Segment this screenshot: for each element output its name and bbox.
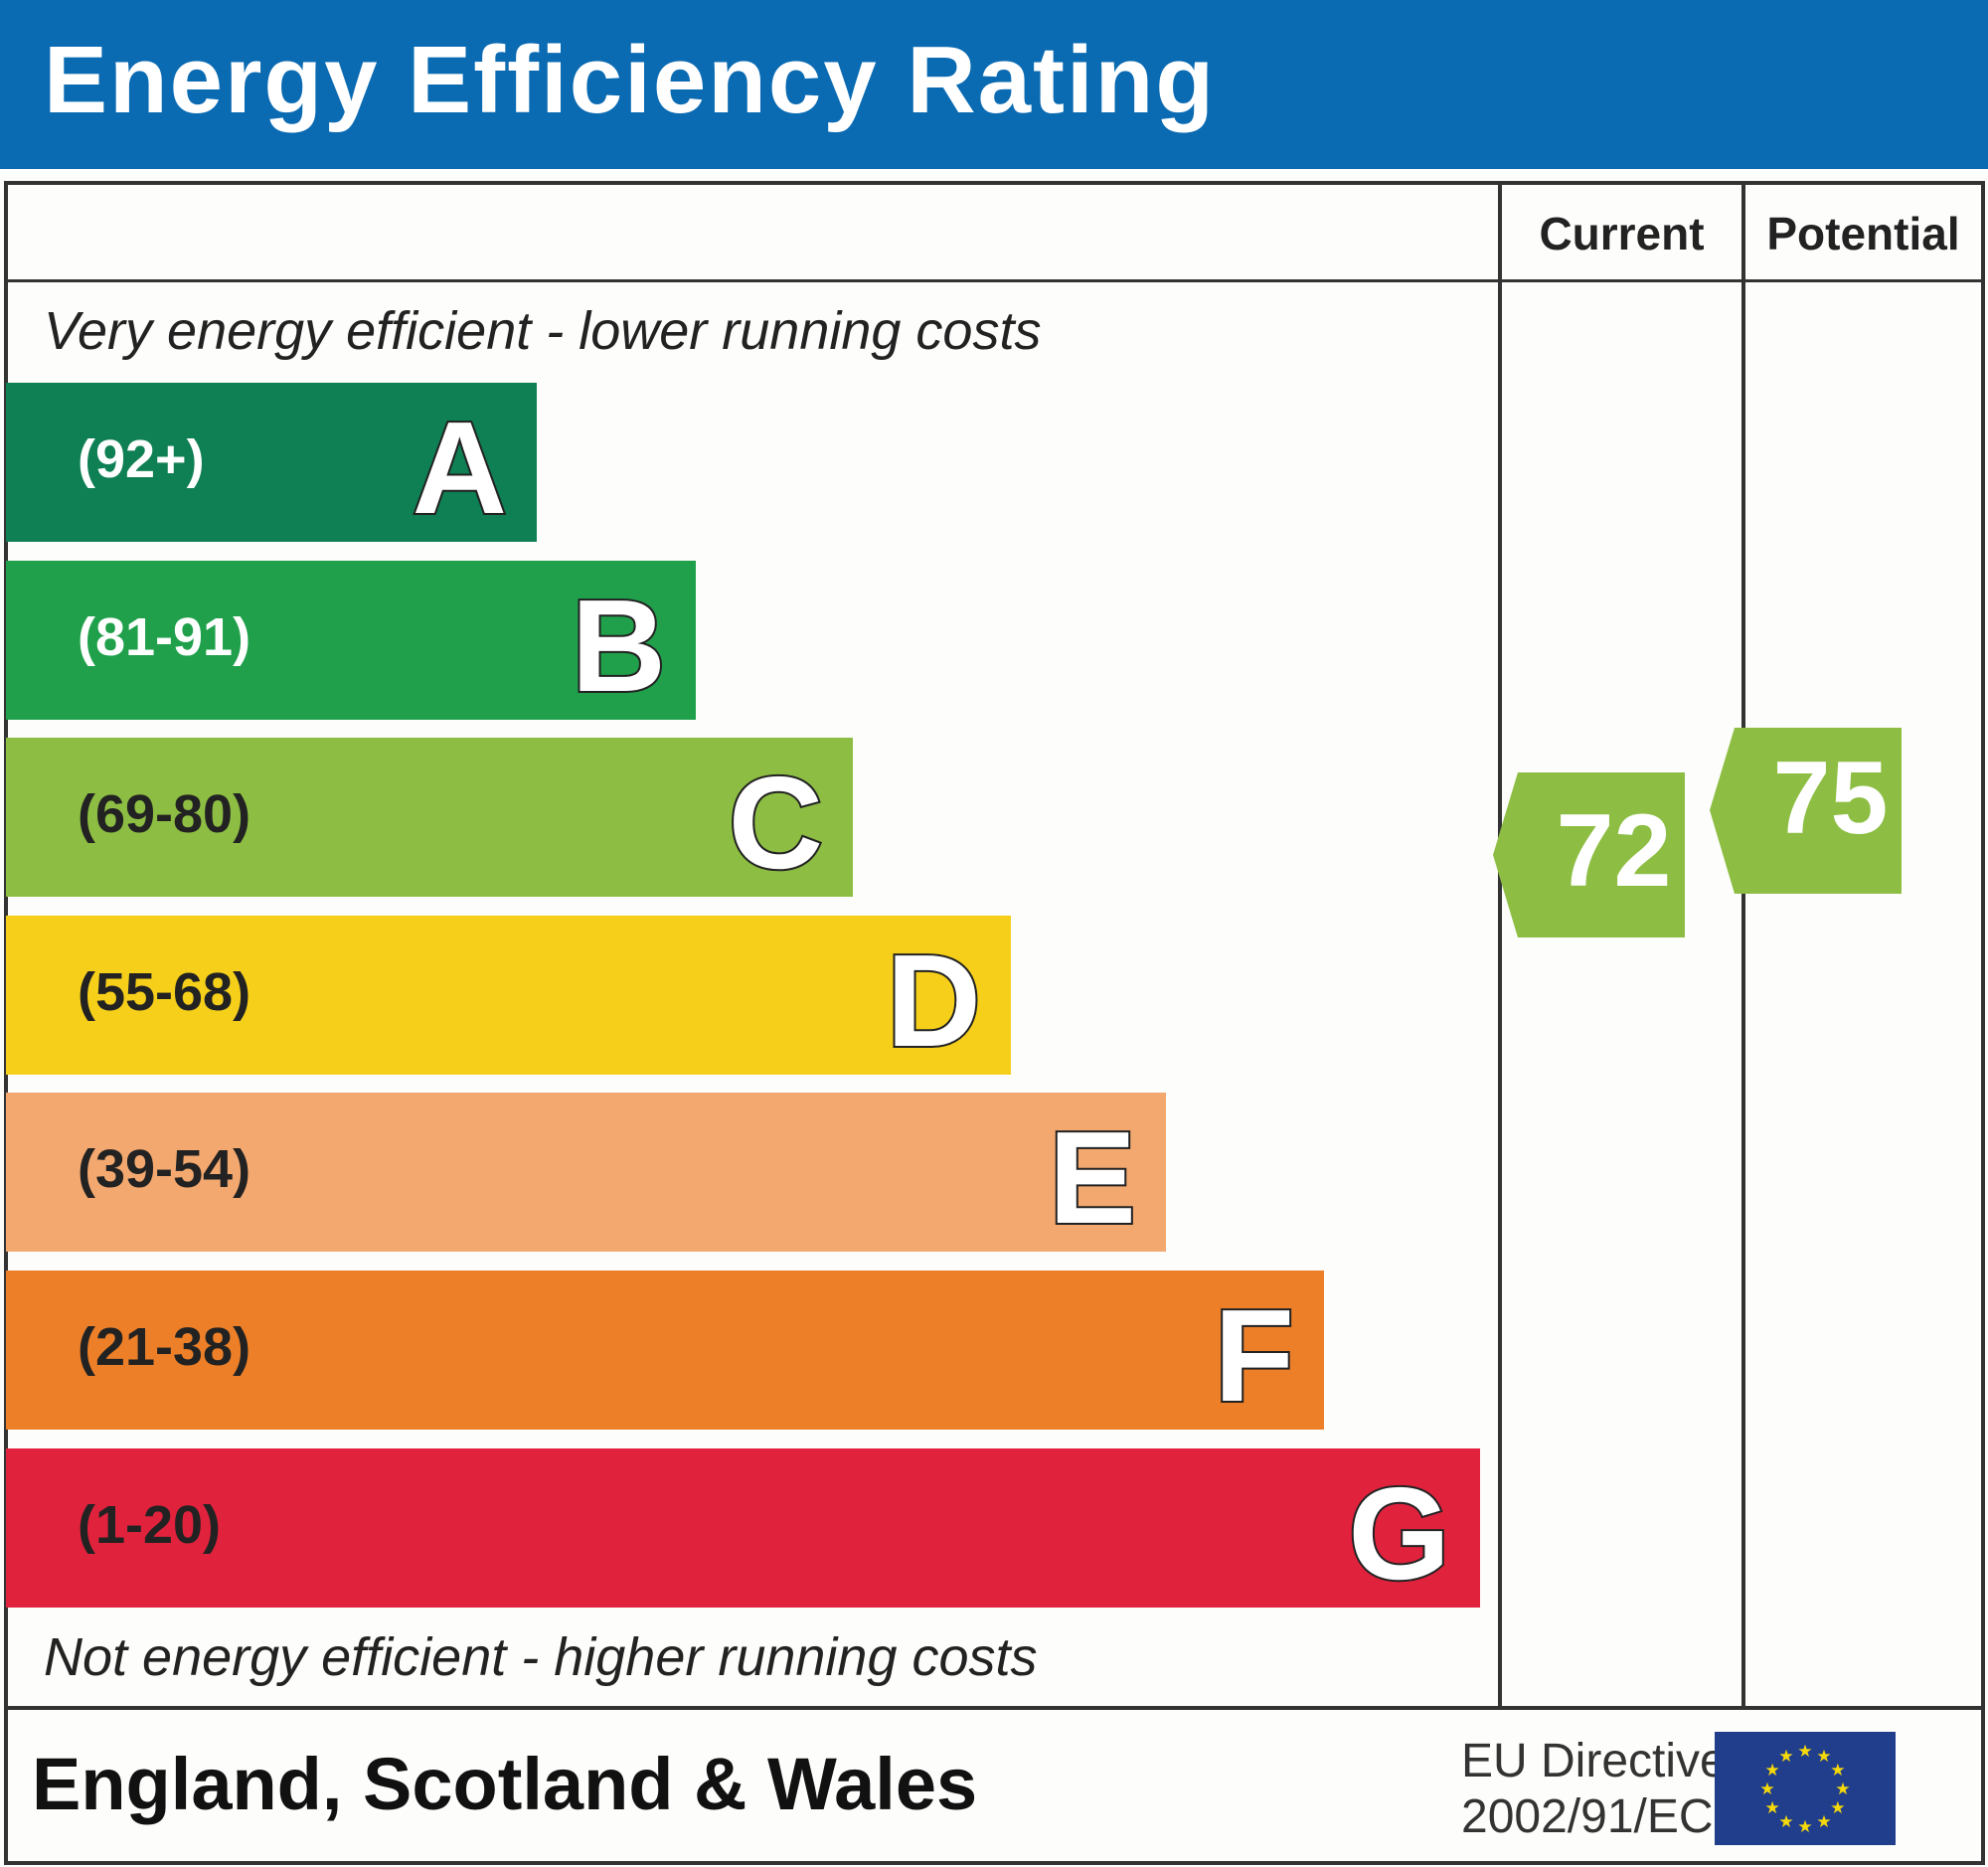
current-rating-value: 72 (1556, 793, 1672, 909)
band-range: (81-91) (78, 606, 251, 667)
eu-star-icon: ★ (1816, 1812, 1831, 1831)
rating-bar-b: (81-91) B (6, 560, 696, 721)
rating-bar-f: (21-38) F (6, 1271, 1324, 1431)
eu-star-icon: ★ (1778, 1747, 1793, 1766)
current-column-header: Current (1539, 208, 1705, 259)
eu-directive-line1: EU Directive (1461, 1735, 1727, 1787)
top-note: Very energy efficient - lower running co… (44, 301, 1042, 361)
rating-bar-d: (55-68) D (6, 915, 1011, 1076)
band-range: (39-54) (78, 1139, 251, 1200)
potential-arrow-shape (1710, 728, 1902, 894)
band-letter: F (1212, 1280, 1296, 1431)
region-label: England, Scotland & Wales (32, 1743, 978, 1825)
frame-top (4, 181, 1984, 185)
header-row-divider (4, 279, 1984, 282)
band-letter: D (885, 926, 983, 1076)
band-letter: B (570, 571, 668, 721)
current-rating-arrow: 72 (1493, 772, 1685, 937)
band-letter: C (727, 748, 825, 898)
eu-star-icon: ★ (1816, 1747, 1831, 1766)
header-bar (0, 0, 1988, 169)
eu-star-icon: ★ (1759, 1780, 1774, 1798)
eu-star-icon: ★ (1835, 1780, 1850, 1798)
rating-bar-g: (1-20) G (6, 1447, 1480, 1609)
band-range: (92+) (78, 429, 205, 489)
band-letter: A (411, 393, 509, 543)
potential-rating-arrow: 75 (1710, 728, 1902, 894)
band-range: (69-80) (78, 784, 251, 845)
potential-column-header: Potential (1766, 208, 1960, 259)
eu-directive-line2: 2002/91/EC (1461, 1790, 1714, 1843)
page-title: Energy Efficiency Rating (44, 27, 1216, 133)
band-letter: G (1346, 1458, 1452, 1609)
eu-star-icon: ★ (1830, 1798, 1845, 1817)
frame-bottom (4, 1861, 1984, 1865)
eu-star-icon: ★ (1778, 1812, 1793, 1831)
rating-bar-e: (39-54) E (6, 1093, 1166, 1253)
eu-star-icon: ★ (1797, 1742, 1812, 1761)
eu-star-icon: ★ (1797, 1817, 1812, 1836)
frame-right (1981, 181, 1985, 1865)
potential-rating-value: 75 (1772, 741, 1889, 856)
rating-bar-c: (69-80) C (6, 738, 853, 898)
band-range: (21-38) (78, 1317, 251, 1377)
current-column-divider (1498, 181, 1502, 1708)
bottom-note: Not energy efficient - higher running co… (44, 1627, 1038, 1687)
eu-flag-icon: ★ ★★★★★★★★★★★ (1715, 1732, 1896, 1845)
band-letter: E (1047, 1103, 1138, 1253)
footer-divider (4, 1706, 1984, 1710)
potential-column-divider (1741, 181, 1745, 1708)
eu-star-icon: ★ (1830, 1761, 1845, 1780)
eu-star-icon: ★ (1764, 1761, 1779, 1780)
eu-star-icon: ★ (1764, 1798, 1779, 1817)
band-range: (55-68) (78, 961, 251, 1022)
rating-bar-a: (92+) A (6, 383, 537, 543)
band-range: (1-20) (78, 1494, 222, 1555)
current-arrow-shape (1493, 772, 1685, 937)
